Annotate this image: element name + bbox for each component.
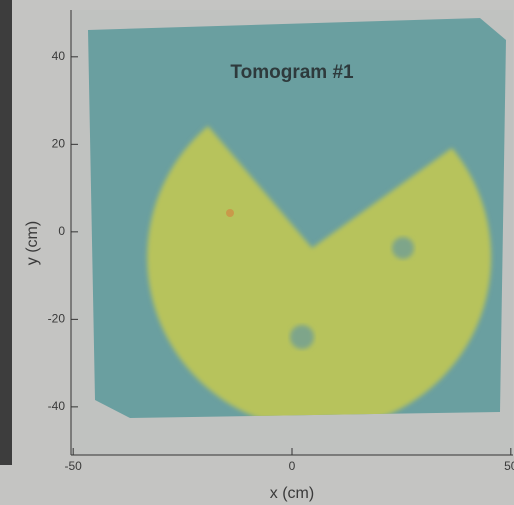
- y-tick-label: 40: [52, 49, 66, 63]
- y-tick-label: -20: [48, 312, 66, 326]
- y-tick-label: -40: [48, 399, 66, 413]
- chart-title: Tomogram #1: [230, 62, 354, 83]
- x-tick-label: 50: [504, 459, 514, 473]
- inclusion: [392, 237, 414, 259]
- y-tick-label: 0: [58, 224, 65, 238]
- inclusion: [226, 209, 234, 217]
- inclusion: [290, 325, 314, 349]
- y-axis-label: y (cm): [24, 221, 41, 265]
- photo-strip: [0, 0, 12, 465]
- page: Tomogram #1 x (cm) y (cm) -50 0 50 -40 -20 0 2…: [0, 0, 514, 505]
- y-tick-label: 20: [52, 137, 66, 151]
- x-axis-label: x (cm): [270, 485, 314, 502]
- x-tick-label: 0: [289, 459, 296, 473]
- chart: Tomogram #1 x (cm) y (cm) -50 0 50 -40 -20 0 2…: [0, 0, 514, 505]
- x-tick-label: -50: [65, 459, 83, 473]
